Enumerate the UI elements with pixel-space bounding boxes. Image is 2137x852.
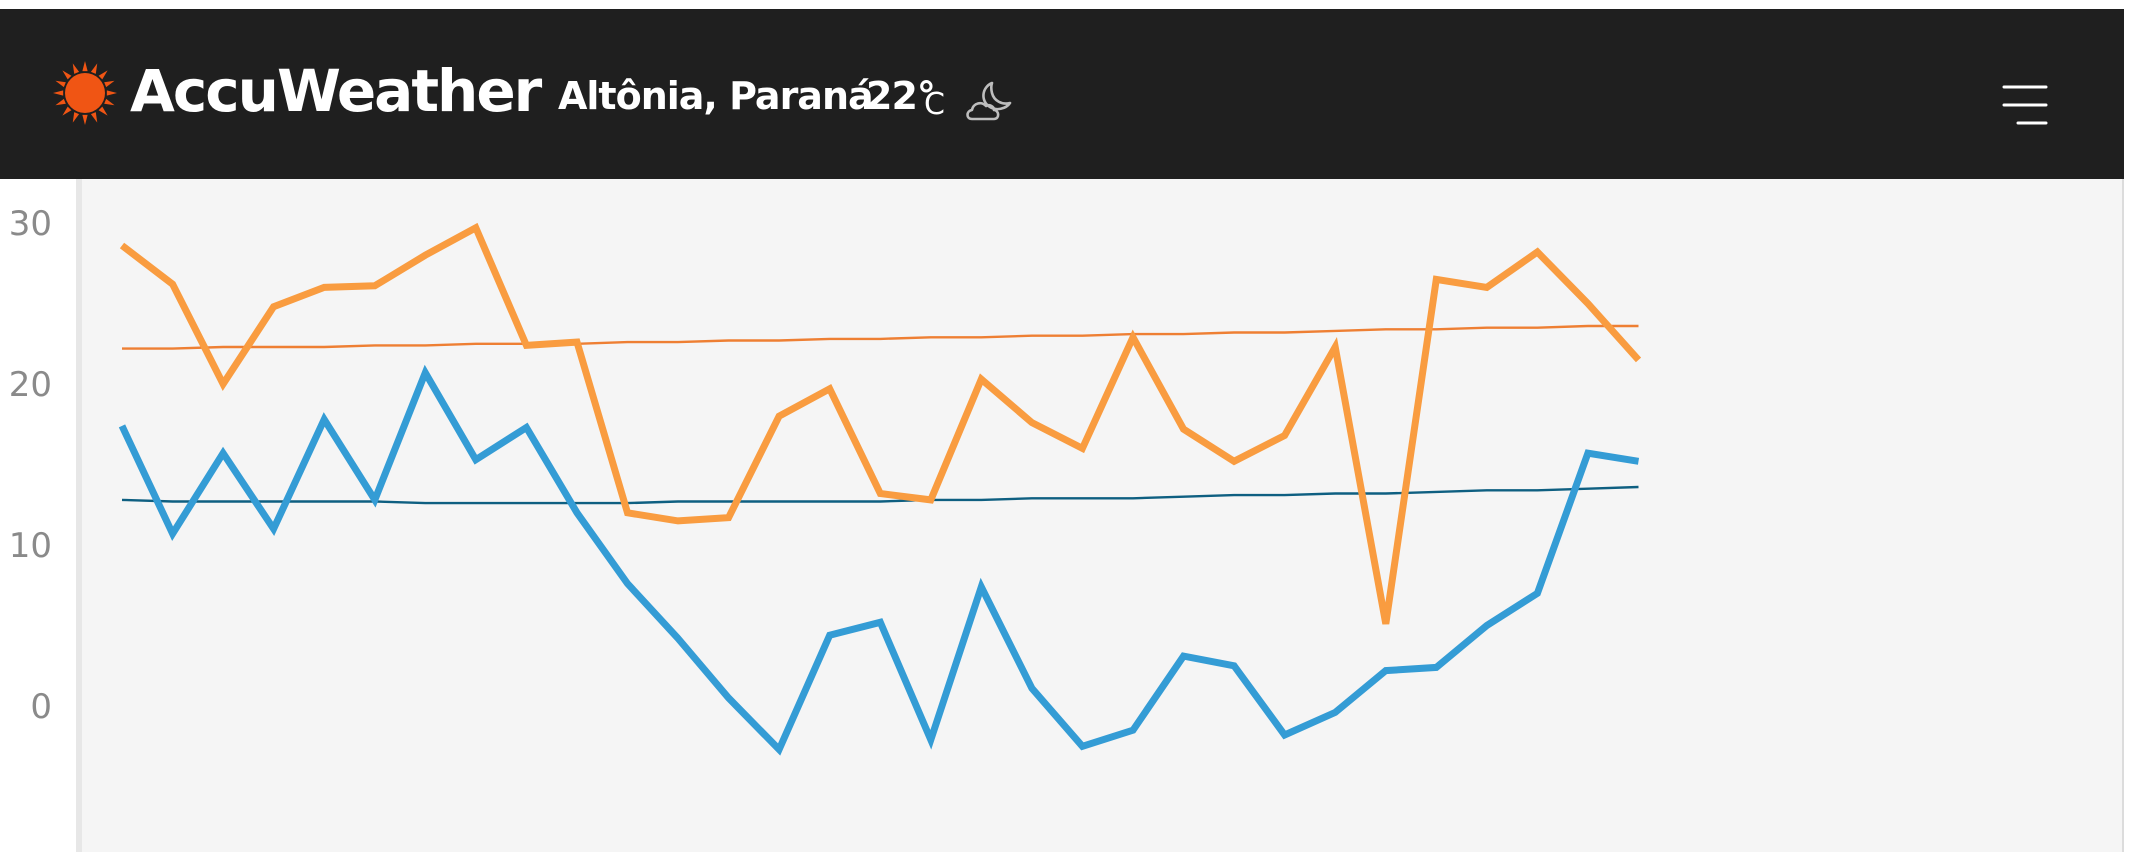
accuweather-sun-logo-icon[interactable]	[52, 60, 118, 126]
high-avg-series-line	[122, 324, 1639, 350]
y-tick-label: 30	[9, 204, 52, 244]
chart-svg: 30 20 10 0 -10	[0, 179, 2122, 852]
temperature-unit: C	[924, 87, 945, 122]
brand-wordmark[interactable]: AccuWeather	[130, 57, 542, 125]
hamburger-menu-icon[interactable]	[2000, 83, 2050, 127]
top-nav-bar: AccuWeather Altônia, Paraná 22° C	[0, 9, 2124, 179]
y-tick-label: 10	[9, 526, 52, 566]
plot-left-shadow	[76, 179, 82, 852]
location-name[interactable]: Altônia, Paraná	[558, 74, 874, 118]
low-series-line	[118, 364, 1640, 756]
y-tick-label: -10	[0, 848, 52, 852]
current-temperature: 22°	[866, 74, 936, 118]
y-tick-label: 0	[30, 687, 52, 727]
temperature-history-chart: 30 20 10 0 -10	[0, 179, 2124, 852]
y-tick-label: 20	[9, 365, 52, 405]
high-series-line	[119, 222, 1642, 625]
cloud-moon-icon	[966, 81, 1012, 121]
